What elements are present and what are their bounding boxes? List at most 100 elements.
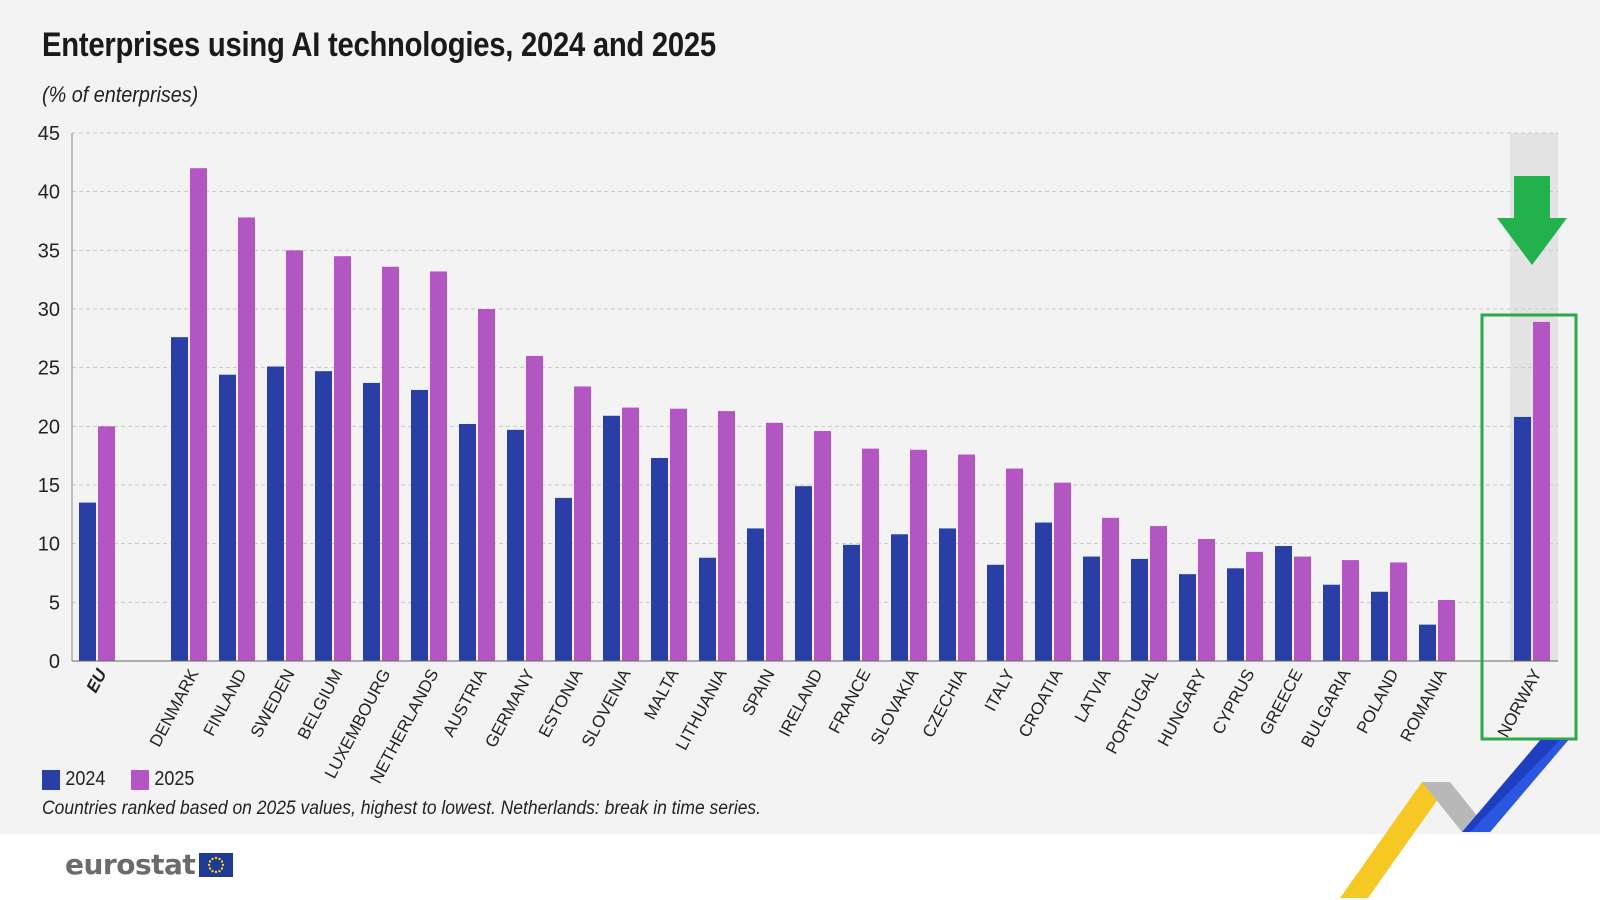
chart-footnote: Countries ranked based on 2025 values, h… (42, 798, 762, 819)
x-tick-label: IRELAND (775, 666, 826, 740)
bar-hungary-2024 (1179, 574, 1196, 661)
x-tick-label: GREECE (1256, 666, 1306, 738)
x-tick-label: CYPRUS (1208, 666, 1258, 737)
bar-belgium-2025 (334, 256, 351, 661)
bar-denmark-2024 (171, 337, 188, 661)
bar-cyprus-2025 (1246, 551, 1263, 661)
chart-subtitle: (% of enterprises) (42, 82, 199, 107)
down-arrow-icon (1497, 176, 1567, 265)
x-tick-label: SPAIN (738, 666, 778, 719)
bar-hungary-2025 (1198, 538, 1215, 661)
bar-estonia-2024 (555, 497, 572, 661)
bar-netherlands-2024 (411, 389, 428, 661)
x-tick-label: GERMANY (481, 666, 538, 751)
y-tick-label: 40 (38, 182, 60, 204)
x-tick-label: SLOVENIA (578, 665, 635, 750)
legend-item-2025: 2025 (130, 768, 194, 791)
eu-flag-icon (199, 852, 234, 877)
bar-germany-2024 (507, 429, 524, 661)
bar-croatia-2024 (1035, 522, 1052, 661)
y-tick-label: 35 (38, 240, 60, 262)
y-tick-label: 10 (38, 534, 60, 556)
x-tick-label: MALTA (640, 665, 683, 722)
x-tick-label: DENMARK (146, 665, 203, 750)
chart-title: Enterprises using AI technologies, 2024 … (42, 26, 716, 64)
logo-wordmark: eurostat (65, 848, 196, 881)
bar-greece-2025 (1294, 556, 1311, 661)
bar-netherlands-2025 (430, 271, 447, 661)
x-tick-label: BELGIUM (294, 666, 347, 742)
bar-estonia-2025 (574, 386, 591, 661)
chart-panel (0, 0, 1600, 834)
bar-norway-2024 (1514, 416, 1531, 661)
bar-spain-2025 (766, 422, 783, 661)
bar-spain-2024 (747, 528, 764, 661)
x-tick-label: SLOVAKIA (867, 665, 923, 748)
x-tick-label: FRANCE (825, 666, 875, 737)
eurostat-logo[interactable]: eurostat (65, 848, 234, 881)
y-tick-label: 30 (38, 299, 60, 321)
x-tick-label: EU (83, 665, 111, 695)
bar-cyprus-2024 (1227, 568, 1244, 661)
bar-croatia-2025 (1054, 482, 1071, 661)
y-tick-label: 45 (38, 123, 60, 145)
x-tick-label: BULGARIA (1297, 665, 1354, 750)
x-tick-label: LITHUANIA (672, 665, 731, 753)
bar-luxembourg-2024 (363, 382, 380, 661)
bar-belgium-2024 (315, 371, 332, 661)
bar-romania-2025 (1438, 599, 1455, 661)
legend-swatch-2025 (130, 769, 149, 790)
x-tick-label: AUSTRIA (439, 665, 491, 740)
x-tick-label: FINLAND (200, 666, 251, 739)
bar-ireland-2024 (795, 486, 812, 661)
bar-eu-2025 (98, 426, 115, 661)
bar-france-2024 (843, 544, 860, 661)
x-tick-label: CZECHIA (919, 665, 971, 740)
bar-denmark-2025 (190, 168, 207, 661)
bar-norway-2025 (1533, 321, 1550, 661)
bar-slovenia-2024 (603, 415, 620, 661)
x-tick-label: CROATIA (1015, 665, 1067, 740)
bar-austria-2025 (478, 309, 495, 661)
bar-slovakia-2024 (891, 534, 908, 661)
bar-ireland-2025 (814, 431, 831, 661)
bar-malta-2025 (670, 408, 687, 661)
x-tick-label: HUNGARY (1154, 666, 1211, 750)
bar-germany-2025 (526, 355, 543, 661)
bar-slovenia-2025 (622, 407, 639, 661)
x-tick-label: ESTONIA (535, 665, 587, 740)
bar-austria-2024 (459, 423, 476, 661)
x-tick-label: LATVIA (1071, 665, 1115, 725)
bar-bulgaria-2024 (1323, 584, 1340, 661)
bar-poland-2025 (1390, 562, 1407, 661)
bar-sweden-2025 (286, 250, 303, 662)
bar-czechia-2025 (958, 454, 975, 661)
chart-legend: 2024 2025 (42, 768, 219, 791)
bar-italy-2025 (1006, 468, 1023, 661)
y-tick-label: 15 (38, 475, 60, 497)
bar-lithuania-2025 (718, 411, 735, 661)
bar-eu-2024 (79, 502, 96, 661)
bar-romania-2024 (1419, 624, 1436, 661)
bar-portugal-2025 (1150, 526, 1167, 661)
bar-france-2025 (862, 448, 879, 661)
bar-sweden-2024 (267, 366, 284, 661)
bar-bulgaria-2025 (1342, 560, 1359, 661)
legend-swatch-2024 (42, 769, 60, 790)
y-tick-label: 5 (49, 592, 60, 614)
bar-czechia-2024 (939, 528, 956, 661)
bar-poland-2024 (1371, 591, 1388, 661)
x-tick-label: ITALY (981, 666, 1019, 714)
bar-latvia-2025 (1102, 517, 1119, 661)
y-tick-label: 0 (49, 651, 60, 673)
bar-malta-2024 (651, 458, 668, 661)
x-tick-label: NORWAY (1494, 666, 1546, 741)
norway-highlight-box (1480, 313, 1578, 741)
bar-luxembourg-2025 (382, 266, 399, 661)
bar-greece-2024 (1275, 546, 1292, 661)
y-tick-label: 25 (38, 358, 60, 380)
bar-italy-2024 (987, 564, 1004, 661)
x-tick-label: SWEDEN (247, 666, 299, 741)
bar-finland-2025 (238, 217, 255, 662)
